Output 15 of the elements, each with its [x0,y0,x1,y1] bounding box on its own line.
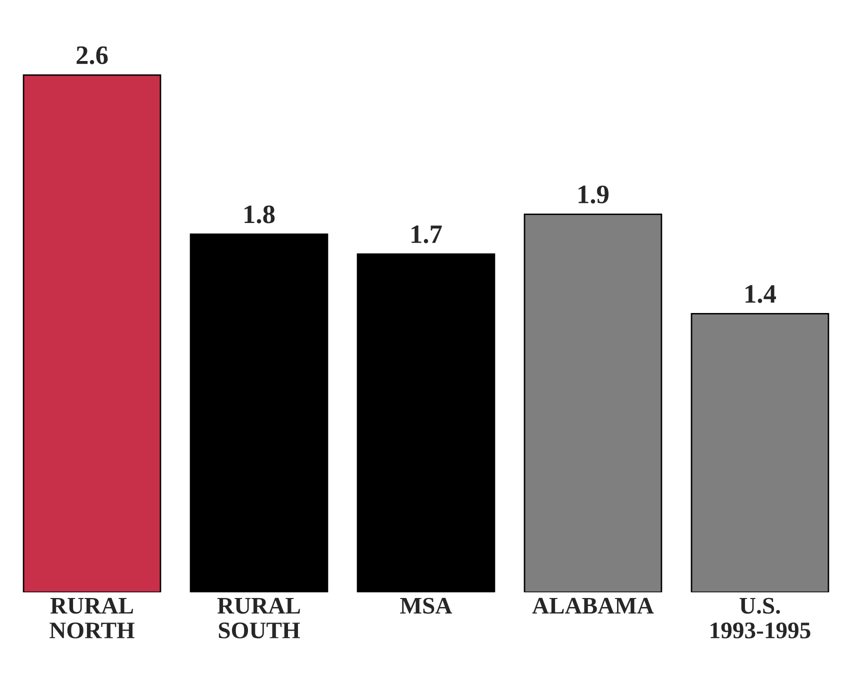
data-label: 1.8 [244,205,275,224]
x-tick-label: ALABAMA [532,598,654,614]
bar [190,233,328,592]
x-tick-label: RURAL NORTH [50,598,134,638]
data-label: 1.9 [578,186,609,204]
bar [690,313,830,592]
data-label: 1.7 [412,225,442,244]
bar [524,214,662,592]
data-label: 1.4 [746,285,776,303]
data-label: 2.6 [76,46,108,64]
bar [356,253,496,592]
bar [22,74,162,592]
x-tick-label: RURAL SOUTH [217,598,300,638]
x-tick-label: MSA [400,598,452,614]
x-tick-label: U.S. 1993-1995 [710,598,810,638]
